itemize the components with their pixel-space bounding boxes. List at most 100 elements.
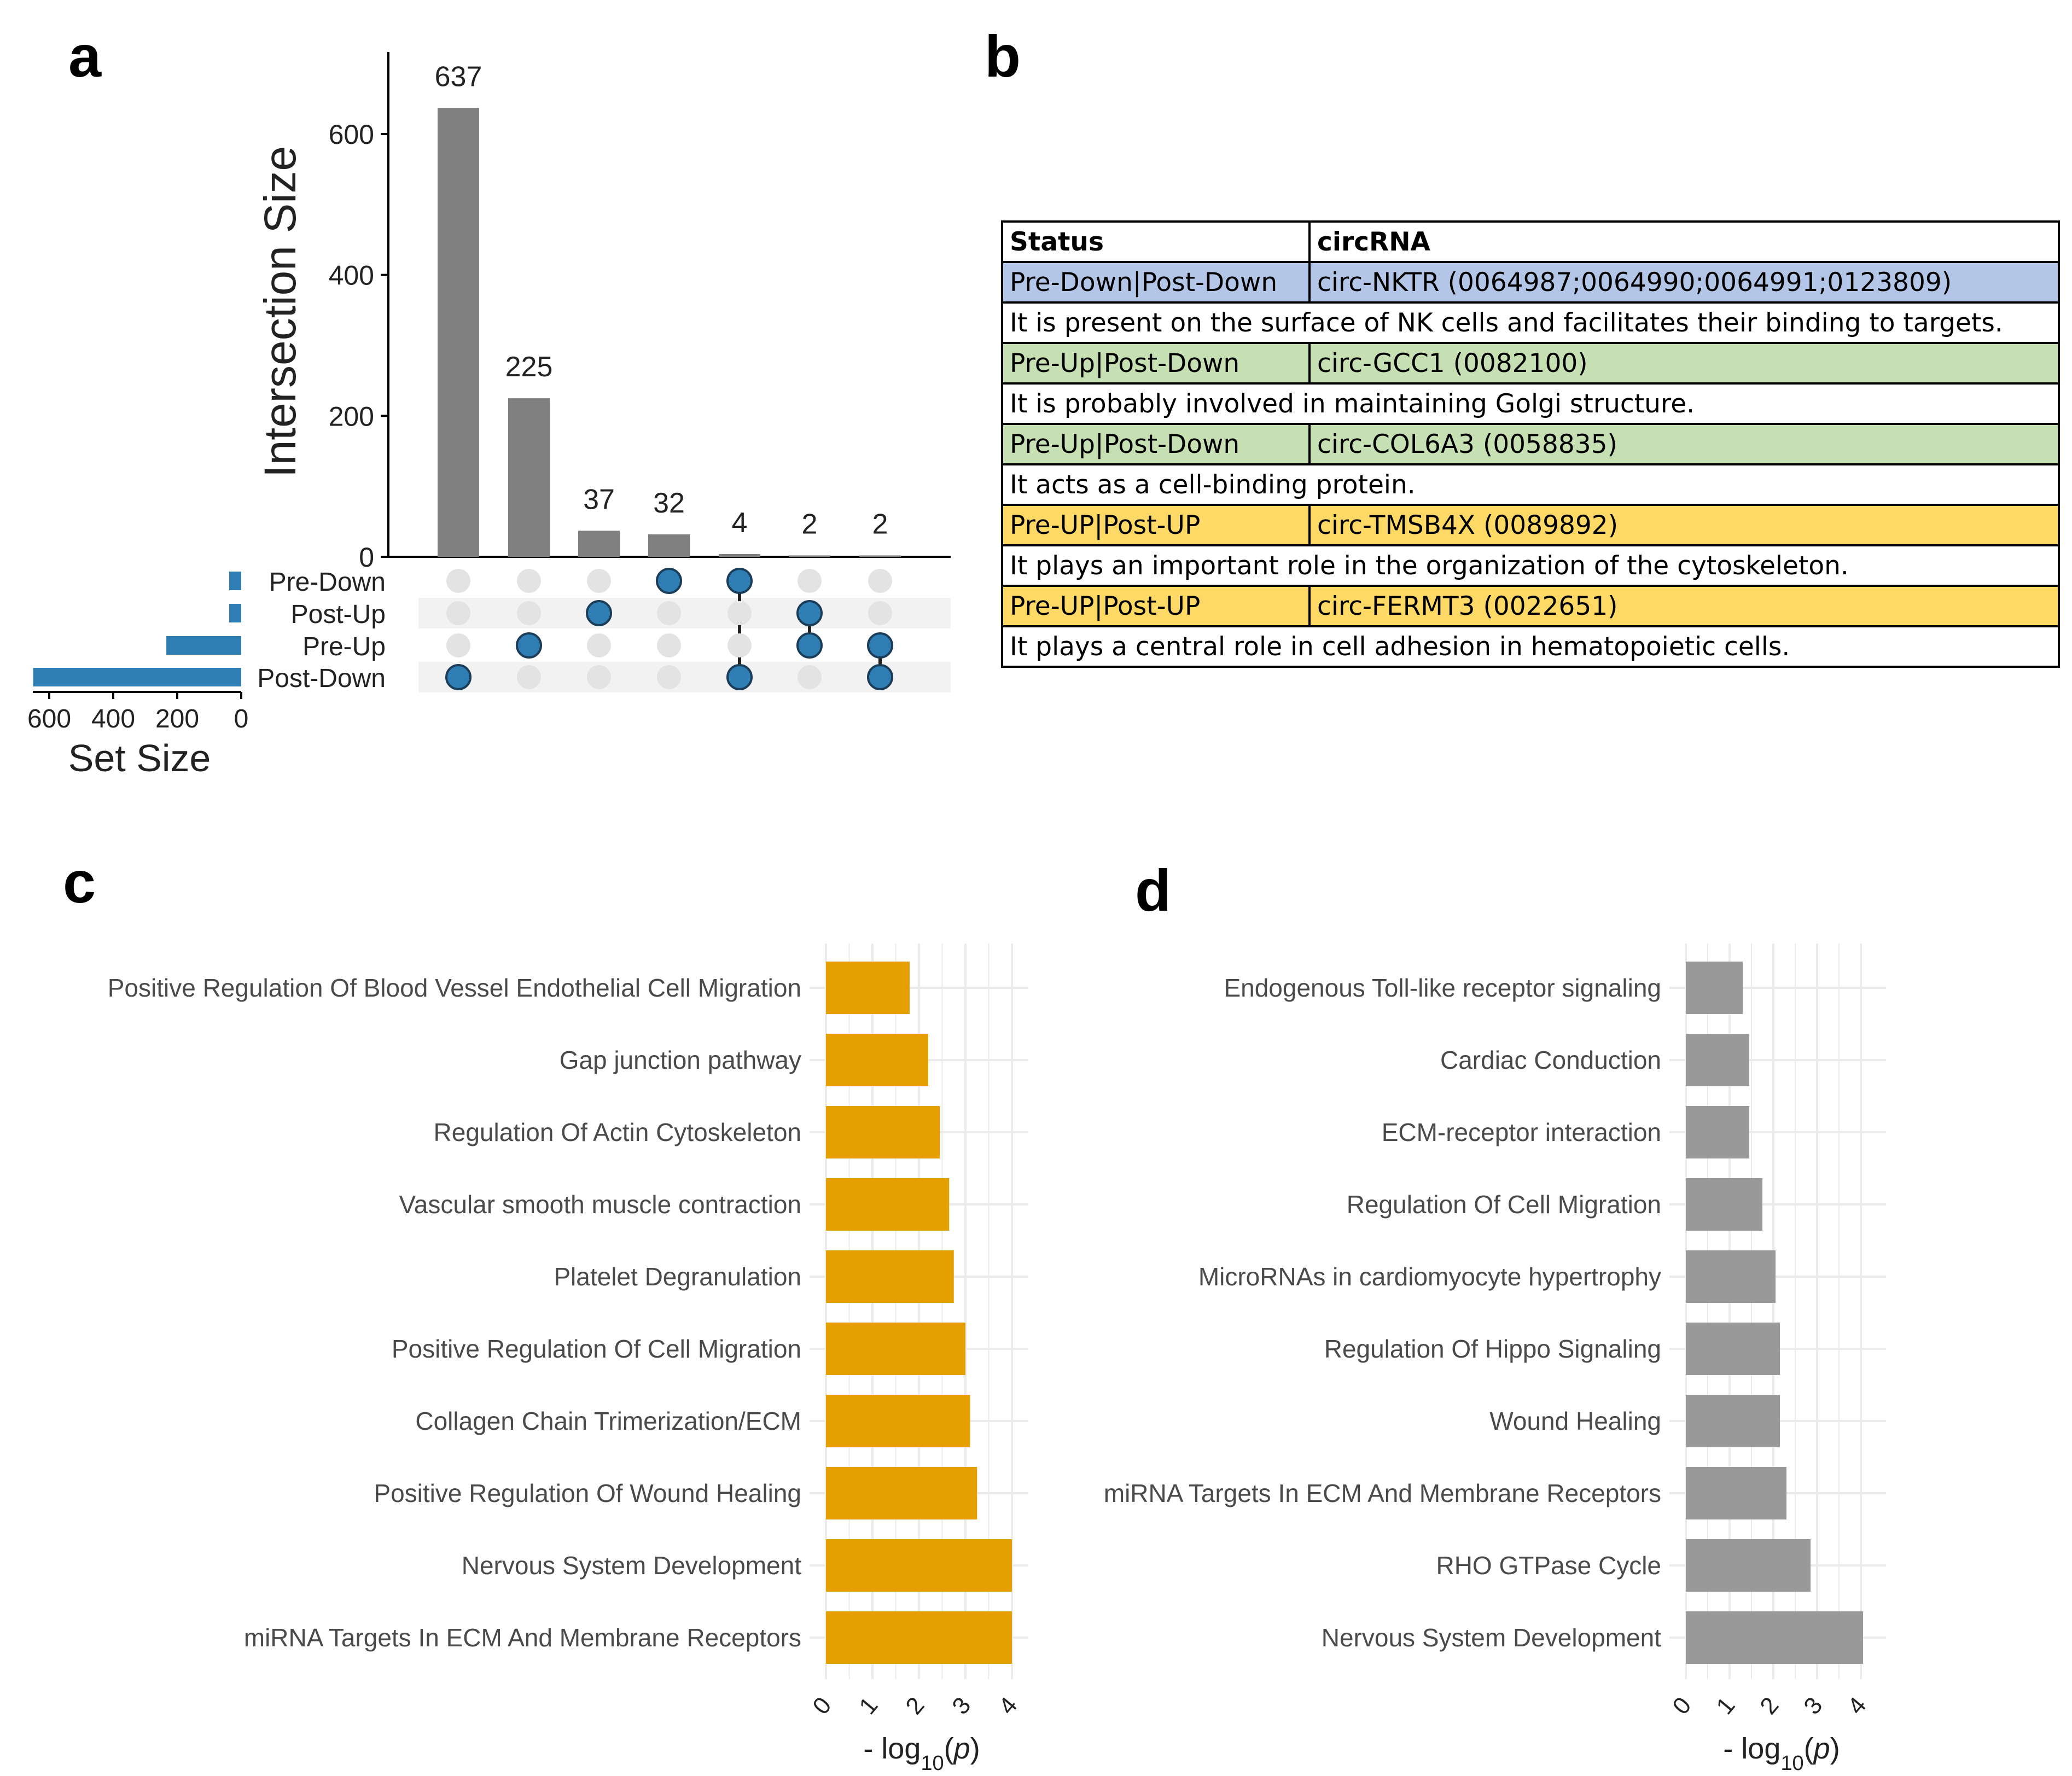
bar-value-label: 637 — [435, 61, 482, 92]
term-label: MicroRNAs in cardiomyocyte hypertrophy — [1198, 1262, 1661, 1291]
enrichment-bar — [1686, 1611, 1863, 1664]
enrichment-bar — [1686, 1250, 1776, 1303]
intersection-bar — [719, 554, 760, 557]
x-tick-label: 3 — [947, 1692, 976, 1720]
enrichment-chart-c: Positive Regulation Of Blood Vessel Endo… — [108, 944, 1028, 1775]
enrichment-bar — [1686, 962, 1743, 1014]
description-cell: It plays a central role in cell adhesion… — [1001, 625, 2060, 668]
term-label: Nervous System Development — [462, 1551, 801, 1580]
enrichment-bar — [1686, 1539, 1811, 1592]
set-label: Pre-Down — [269, 568, 386, 597]
term-label: Endogenous Toll-like receptor signaling — [1224, 974, 1661, 1002]
description-cell: It is present on the surface of NK cells… — [1001, 301, 2060, 344]
set-size-bar — [166, 636, 241, 655]
panel-label-c: c — [63, 849, 96, 915]
term-label: RHO GTPase Cycle — [1436, 1551, 1661, 1580]
bar-value-label: 4 — [732, 507, 748, 539]
description-cell: It acts as a cell-binding protein. — [1001, 463, 2060, 506]
panel-label-b: b — [985, 23, 1021, 89]
membership-dot-filled — [867, 664, 893, 690]
intersection-axis: 0 200 400 600 — [329, 52, 951, 573]
membership-dot-empty — [446, 633, 470, 657]
bar-value-label: 2 — [802, 508, 818, 540]
term-label: Regulation Of Hippo Signaling — [1324, 1335, 1661, 1363]
membership-dot-filled — [796, 632, 823, 659]
x-tick-label: 1 — [1711, 1692, 1740, 1720]
membership-dot-empty — [727, 601, 752, 625]
membership-dot-empty — [798, 665, 822, 689]
membership-dot-empty — [517, 665, 541, 689]
y-tick-label: 600 — [329, 119, 374, 150]
term-label: Collagen Chain Trimerization/ECM — [415, 1407, 801, 1435]
membership-dot-empty — [868, 569, 892, 593]
enrichment-bar — [1686, 1467, 1786, 1519]
intersection-bar — [508, 398, 550, 557]
status-cell: Pre-UP|Post-UP — [1001, 585, 1311, 627]
term-label: Vascular smooth muscle contraction — [399, 1190, 801, 1219]
matrix-background — [418, 598, 951, 692]
membership-dot-empty — [587, 633, 611, 657]
status-cell: Pre-Down|Post-Down — [1001, 261, 1311, 304]
enrichment-bar — [826, 1034, 928, 1086]
y-tick-label: 0 — [359, 542, 374, 573]
table-description-row: It plays a central role in cell adhesion… — [1001, 625, 2060, 668]
term-label: Positive Regulation Of Cell Migration — [392, 1335, 801, 1363]
membership-dot-empty — [446, 601, 470, 625]
membership-dot-empty — [517, 601, 541, 625]
panel-label-d: d — [1135, 857, 1171, 923]
bar-value-label: 37 — [583, 484, 615, 515]
membership-dot-empty — [587, 569, 611, 593]
y-tick-label: 200 — [329, 401, 374, 432]
term-label: Gap junction pathway — [560, 1046, 801, 1074]
circrna-cell: circ-TMSB4X (0089892) — [1308, 504, 2060, 546]
enrichment-bar — [1686, 1395, 1780, 1447]
bar-value-label: 2 — [872, 508, 888, 540]
circrna-cell: circ-FERMT3 (0022651) — [1308, 585, 2060, 627]
description-cell: It is probably involved in maintaining G… — [1001, 382, 2060, 425]
enrichment-bar — [1686, 1178, 1762, 1231]
table-description-row: It is present on the surface of NK cells… — [1001, 301, 2060, 344]
set-size-tick-label: 0 — [234, 704, 249, 733]
circrna-cell: circ-COL6A3 (0058835) — [1308, 423, 2060, 465]
term-label: Wound Healing — [1489, 1407, 1661, 1435]
circrna-cell: circ-NKTR (0064987;0064990;0064991;01238… — [1308, 261, 2060, 304]
table-status-row: Pre-Down|Post-Down circ-NKTR (0064987;006… — [1001, 261, 2060, 304]
term-label: Cardiac Conduction — [1440, 1046, 1661, 1074]
bar-value-label: 225 — [505, 351, 553, 383]
table-description-row: It acts as a cell-binding protein. — [1001, 463, 2060, 506]
membership-dot-empty — [587, 665, 611, 689]
membership-dot-empty — [657, 601, 681, 625]
term-label: miRNA Targets In ECM And Membrane Recept… — [244, 1623, 801, 1652]
set-size-bar — [229, 572, 241, 590]
panel-label-a: a — [68, 23, 102, 89]
intersection-bar — [578, 531, 620, 557]
membership-dot-empty — [657, 633, 681, 657]
table-description-row: It is probably involved in maintaining G… — [1001, 382, 2060, 425]
set-label: Post-Up — [291, 600, 386, 629]
set-size-bar — [229, 604, 241, 622]
x-tick-label: 2 — [1755, 1692, 1784, 1720]
membership-dot-filled — [867, 632, 893, 659]
intersection-bar — [648, 534, 690, 557]
enrichment-bar — [826, 1395, 970, 1447]
membership-dot-filled — [656, 568, 682, 594]
status-cell: Pre-Up|Post-Down — [1001, 423, 1311, 465]
circrna-cell: circ-GCC1 (0082100) — [1308, 342, 2060, 385]
term-label: Positive Regulation Of Wound Healing — [374, 1479, 801, 1507]
membership-dot-filled — [516, 632, 542, 659]
x-tick-label: 0 — [1667, 1692, 1696, 1720]
enrichment-bar — [826, 1467, 977, 1519]
enrichment-bar — [826, 1323, 965, 1375]
header-circrna: circRNA — [1308, 220, 2060, 263]
bar-value-label: 32 — [653, 487, 685, 519]
enrichment-bar — [1686, 1323, 1780, 1375]
membership-dot-empty — [727, 633, 752, 657]
membership-dot-empty — [517, 569, 541, 593]
upset-plot: 0 200 400 600 637 225 37 32 4 2 2 Pre-Down Post-Up… — [27, 52, 951, 779]
status-cell: Pre-Up|Post-Down — [1001, 342, 1311, 385]
header-status: Status — [1001, 220, 1311, 263]
matrix-row-stripe — [418, 662, 951, 692]
membership-dot-empty — [657, 665, 681, 689]
membership-dot-empty — [868, 601, 892, 625]
